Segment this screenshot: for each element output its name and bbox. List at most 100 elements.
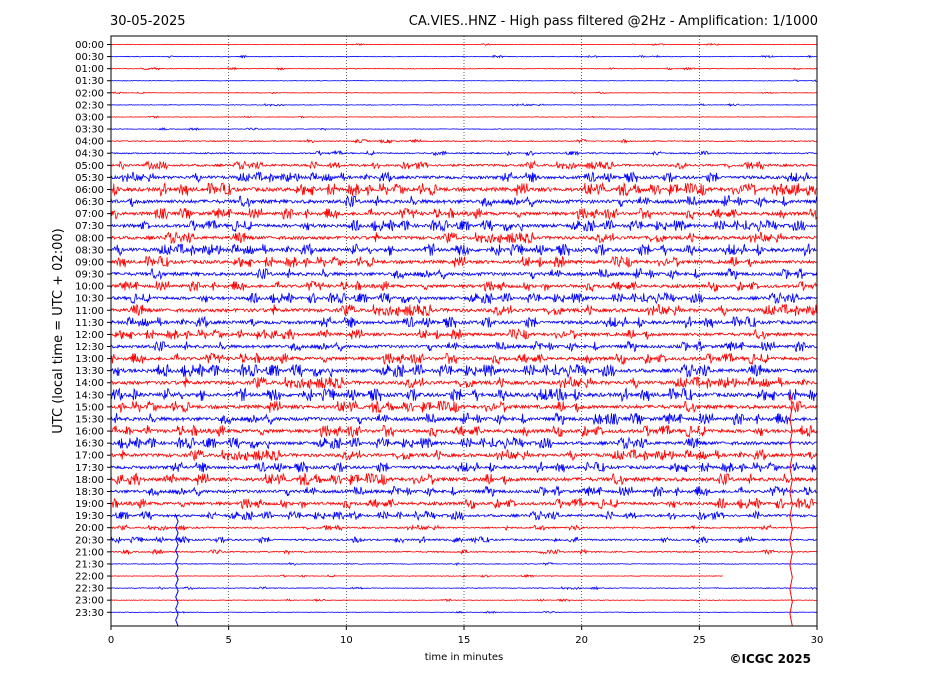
y-tick-label: 16:00 <box>75 427 104 438</box>
trace-row <box>110 207 817 221</box>
date-label: 30-05-2025 <box>110 14 186 29</box>
trace-row <box>110 149 817 157</box>
chart-title: CA.VIES..HNZ - High pass filtered @2Hz -… <box>409 14 818 29</box>
x-axis-label: time in minutes <box>425 652 504 663</box>
trace-row <box>110 485 817 498</box>
trace-row <box>110 598 817 603</box>
copyright-label: ©ICGC 2025 <box>729 652 811 666</box>
trace-row <box>110 181 817 197</box>
y-tick-label: 23:30 <box>75 608 104 619</box>
trace-row <box>110 524 817 532</box>
y-tick-label: 14:30 <box>75 390 104 401</box>
y-tick-label: 14:00 <box>75 378 104 389</box>
trace-row <box>110 535 817 545</box>
trace-row <box>110 267 817 281</box>
trace-row <box>110 352 817 366</box>
y-tick-label: 01:00 <box>75 64 104 75</box>
trace-row <box>110 230 817 245</box>
trace-row <box>110 328 817 341</box>
trace-row <box>110 573 723 578</box>
y-tick-label: 02:00 <box>75 88 104 99</box>
trace-row <box>110 315 817 329</box>
trace-row <box>110 303 817 317</box>
trace-row <box>110 255 817 268</box>
trace-row <box>110 54 817 59</box>
trace-row <box>110 448 817 462</box>
y-tick-label: 04:30 <box>75 149 104 160</box>
y-tick-label: 00:30 <box>75 52 104 63</box>
trace-row <box>110 159 817 171</box>
event-spike <box>174 515 179 627</box>
y-tick-label: 07:30 <box>75 221 104 232</box>
y-tick-label: 13:30 <box>75 366 104 377</box>
x-tick-label: 0 <box>108 635 114 646</box>
y-tick-label: 02:30 <box>75 100 104 111</box>
x-tick-label: 15 <box>458 635 471 646</box>
trace-row <box>110 218 817 233</box>
trace-row <box>110 387 817 403</box>
trace-row <box>110 91 817 95</box>
trace-row <box>110 280 817 293</box>
trace-row <box>110 340 817 353</box>
traces <box>107 42 817 627</box>
y-tick-label: 03:00 <box>75 112 104 123</box>
trace-row <box>110 472 817 487</box>
trace-row <box>110 460 817 474</box>
trace-row <box>110 242 817 257</box>
y-tick-label: 20:00 <box>75 523 104 534</box>
y-tick-label: 22:00 <box>75 572 104 583</box>
y-tick-label: 07:00 <box>75 209 104 220</box>
trace-row <box>110 497 817 510</box>
y-tick-label: 05:30 <box>75 173 104 184</box>
y-tick-label: 04:00 <box>75 137 104 148</box>
y-tick-label: 08:00 <box>75 233 104 244</box>
trace-row <box>110 412 817 426</box>
y-tick-label: 12:00 <box>75 330 104 341</box>
y-tick-label: 09:30 <box>75 270 104 281</box>
y-tick-label: 21:30 <box>75 559 104 570</box>
y-tick-label: 18:30 <box>75 487 104 498</box>
y-tick-label: 03:30 <box>75 125 104 136</box>
y-tick-label: 15:00 <box>75 402 104 413</box>
y-axis-label: UTC (local time = UTC + 02:00) <box>51 228 66 433</box>
trace-row <box>110 195 817 209</box>
trace-row <box>110 424 817 439</box>
trace-row <box>110 436 817 450</box>
trace-row <box>110 115 817 119</box>
y-tick-label: 01:30 <box>75 76 104 87</box>
trace-row <box>110 363 817 379</box>
trace-row <box>110 291 817 305</box>
trace-row <box>110 127 817 132</box>
y-tick-label: 11:30 <box>75 318 104 329</box>
plot-frame <box>110 35 818 627</box>
trace-row <box>110 66 817 71</box>
y-tick-label: 11:00 <box>75 306 104 317</box>
trace-row <box>110 170 817 184</box>
y-tick-label: 19:00 <box>75 499 104 510</box>
y-tick-label: 17:00 <box>75 451 104 462</box>
y-tick-label: 09:00 <box>75 257 104 268</box>
y-tick-label: 20:30 <box>75 535 104 546</box>
y-tick-label: 06:00 <box>75 185 104 196</box>
trace-row <box>110 102 817 107</box>
x-tick-label: 10 <box>340 635 353 646</box>
y-tick-label: 19:30 <box>75 511 104 522</box>
y-tick-label: 16:30 <box>75 439 104 450</box>
x-tick-label: 25 <box>693 635 706 646</box>
x-tick-label: 5 <box>225 635 231 646</box>
x-tick-labels: 0 5 10 15 20 25 30 <box>108 626 824 646</box>
y-tick-label: 08:30 <box>75 245 104 256</box>
y-tick-label: 18:00 <box>75 475 104 486</box>
trace-row <box>110 510 817 522</box>
y-tick-label: 10:30 <box>75 294 104 305</box>
trace-row <box>110 399 817 414</box>
y-tick-label: 13:00 <box>75 354 104 365</box>
trace-row <box>110 610 817 614</box>
trace-row <box>110 42 817 47</box>
x-tick-label: 30 <box>811 635 824 646</box>
y-tick-label: 05:00 <box>75 161 104 172</box>
x-tick-label: 20 <box>575 635 588 646</box>
y-tick-label: 23:00 <box>75 596 104 607</box>
